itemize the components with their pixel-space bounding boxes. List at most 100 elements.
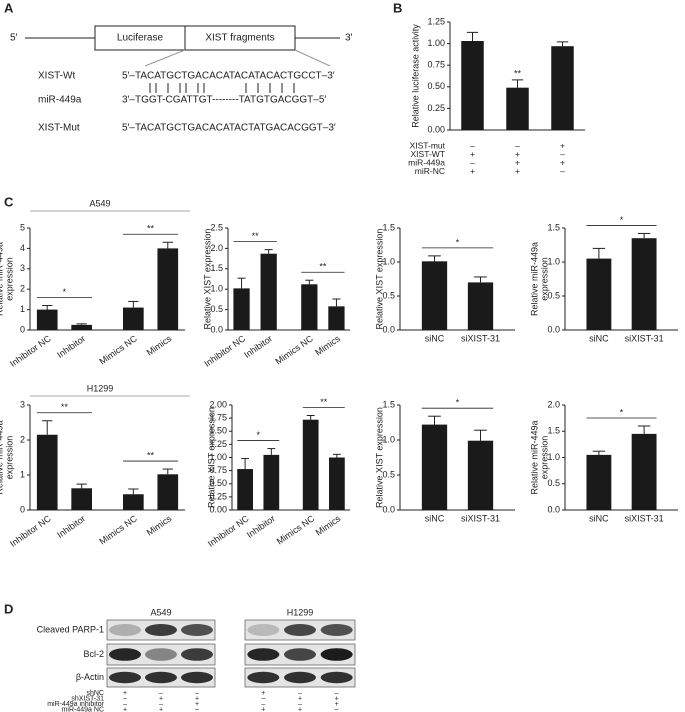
fragment-box (184, 25, 296, 51)
condition-sign: – (123, 701, 127, 708)
blot-group: A549 (150, 607, 171, 617)
y-tick-label: 1.00 (209, 452, 227, 462)
y-tick-label: 1.75 (209, 413, 227, 423)
blot-group: H1299 (287, 607, 314, 617)
condition-sign: + (195, 695, 199, 702)
significance: ** (514, 68, 522, 78)
y-tick-label: 0.0 (210, 324, 223, 334)
condition-sign: – (159, 701, 163, 708)
x-tick-label: siXIST-31 (461, 333, 500, 343)
blot-band (320, 671, 353, 684)
condition-sign: – (159, 690, 163, 697)
y-tick-label: 1.0 (547, 256, 560, 266)
condition-sign: + (470, 166, 475, 176)
y-tick-label: 2 (20, 284, 25, 294)
x-tick-label: Inhibitor NC (8, 513, 53, 549)
blot-band (181, 624, 213, 636)
condition-sign: + (515, 166, 520, 176)
bar (586, 258, 612, 330)
significance: ** (252, 231, 260, 241)
condition-sign: – (195, 690, 199, 697)
bar (586, 454, 612, 510)
x-tick-label: Mimics (145, 333, 174, 358)
condition-sign: + (515, 157, 520, 167)
x-tick-label: Inhibitor (242, 333, 274, 360)
bar (551, 46, 574, 130)
bar (467, 282, 494, 330)
condition-sign: – (261, 695, 265, 702)
bar (263, 454, 280, 510)
y-tick-label: 1.5 (547, 426, 560, 436)
condition-sign: – (298, 690, 302, 697)
significance: * (456, 398, 460, 408)
blot-row-label: β-Actin (76, 672, 104, 682)
x-tick-label: Mimics NC (275, 513, 317, 546)
y-tick-label: 0.5 (382, 469, 395, 479)
condition-sign: – (335, 706, 339, 712)
y-tick-label: 0.5 (547, 478, 560, 488)
bar (233, 288, 250, 330)
bar (631, 433, 657, 510)
y-tick-label: 0.75 (427, 60, 445, 70)
y-tick-label: 1.5 (210, 263, 223, 273)
x-tick-label: siNC (589, 333, 609, 343)
zoom-line (294, 49, 331, 67)
y-axis-label: expression (4, 436, 14, 480)
y-tick-label: 1.0 (547, 452, 560, 462)
y-tick-label: 0.0 (382, 324, 395, 334)
bar (506, 87, 529, 130)
blot-band (320, 648, 353, 661)
condition-sign: + (515, 149, 520, 159)
significance: ** (61, 402, 69, 412)
y-tick-label: 1.00 (427, 38, 445, 48)
bar (301, 284, 318, 330)
blot-band (247, 671, 280, 684)
y-tick-label: 3 (20, 399, 25, 409)
sequence: 5′–TACATGCTGACACATACATACACTGCCT–3′ (122, 71, 335, 82)
blot-band (181, 648, 213, 661)
y-tick-label: 2 (20, 434, 25, 444)
y-tick-label: 1.5 (547, 222, 560, 232)
bar (123, 307, 144, 330)
x-tick-label: siXIST-31 (625, 513, 664, 523)
condition-sign: – (335, 690, 339, 697)
condition-name: miR-449a NC (62, 706, 104, 712)
condition-sign: + (195, 701, 199, 708)
significance: ** (319, 262, 327, 272)
x-tick-label: Inhibitor (55, 513, 87, 540)
y-axis-label: Relative miR-449a (0, 242, 4, 316)
blot-band (320, 624, 353, 636)
condition-sign: + (159, 706, 163, 712)
y-axis-label: Relative XIST expression (374, 229, 384, 330)
blot-band (109, 671, 141, 684)
y-axis-label: expression (539, 436, 549, 480)
sequence: 5′–TACATGCTGACACATACTATGACACGGT–3′ (122, 123, 336, 134)
blot-band (109, 648, 141, 661)
y-tick-label: 0.00 (427, 124, 445, 134)
blot-row-label: Bcl-2 (83, 649, 104, 659)
base-pairs (149, 83, 295, 93)
group-title: A549 (89, 198, 110, 208)
blot-band (145, 671, 177, 684)
y-tick-label: 1.25 (427, 16, 445, 26)
condition-sign: – (470, 157, 475, 167)
condition-sign: – (261, 701, 265, 708)
y-tick-label: 0.0 (547, 324, 560, 334)
seq-name: XIST-Mut (38, 123, 80, 134)
condition-name: miR-449a inhibitor (47, 701, 104, 708)
x-tick-label: siXIST-31 (461, 513, 500, 523)
y-tick-label: 1.5 (382, 399, 395, 409)
y-tick-label: 2.5 (210, 222, 223, 232)
panel-label: D (4, 601, 13, 616)
condition-sign: – (560, 166, 565, 176)
blot-band (284, 624, 316, 636)
y-tick-label: 0.50 (427, 81, 445, 91)
condition-sign: + (560, 140, 565, 150)
condition-name: XIST-WT (411, 149, 445, 159)
condition-name: miR-449a (408, 157, 445, 167)
significance: ** (320, 397, 328, 407)
y-axis-label: Relative XIST expression (206, 407, 216, 508)
x-tick-label: Inhibitor (245, 513, 277, 540)
group-title: H1299 (87, 383, 114, 393)
condition-sign: – (560, 149, 565, 159)
